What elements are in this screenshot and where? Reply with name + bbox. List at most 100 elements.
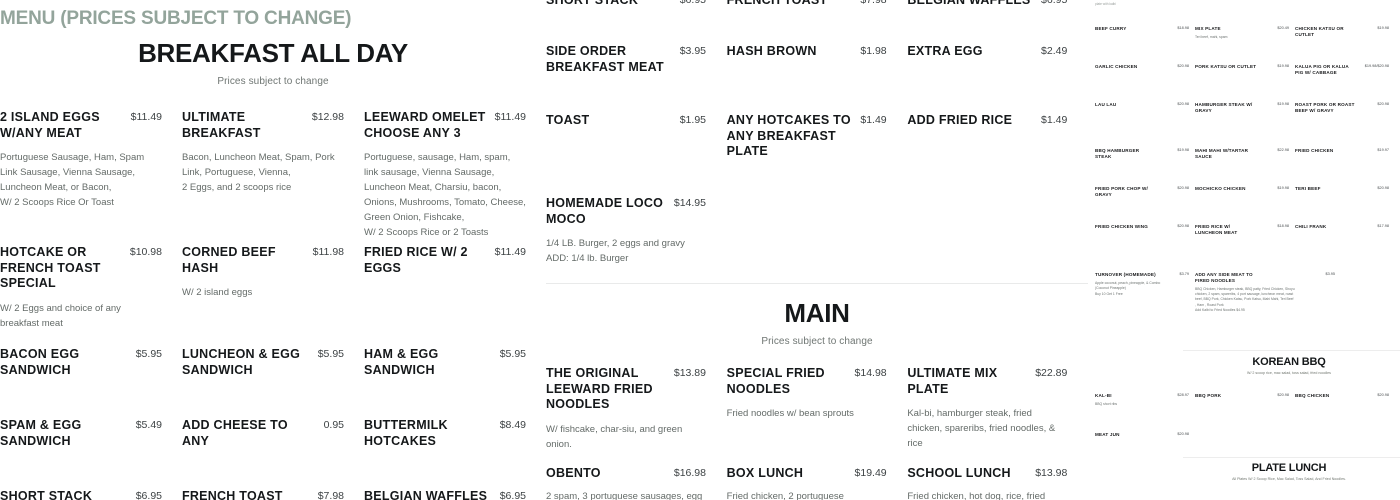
menu-item[interactable]: SIDE ORDER BREAKFAST MEAT $3.95 <box>546 44 726 75</box>
item-name: BBQ PORK <box>1195 393 1222 398</box>
menu-item[interactable]: SPECIAL FRIED NOODLES $14.98 Fried noodl… <box>727 366 907 421</box>
item-name: BELGIAN WAFFLES <box>907 0 1031 7</box>
item-price: $19.98 <box>1277 102 1289 106</box>
breakfast-row-3: BACON EGG SANDWICH $5.95 LUNCHEON & EGG … <box>0 347 546 378</box>
menu-item[interactable]: BBQ CHICKEN $20.98 <box>1295 393 1395 399</box>
menu-item[interactable]: MOCHICKO CHICKEN $19.98 <box>1195 186 1295 192</box>
menu-item[interactable]: HAM & EGG SANDWICH $5.95 <box>364 347 546 378</box>
section-subtitle: All Plates W/ 2 Scoop Rice, Mac Salad, T… <box>1232 477 1346 481</box>
menu-item[interactable]: FRIED RICE W/ LUNCHEON MEAT $18.98 <box>1195 224 1295 236</box>
item-description: Kal-bi, hamburger steak, fried chicken, … <box>907 408 1056 450</box>
item-name: LUNCHEON & EGG SANDWICH <box>182 347 301 377</box>
menu-item[interactable]: MEAT JUN $20.98 <box>1095 432 1195 438</box>
secondary-menu-panel: plate with kalbi BEEF CURRY $18.98 MIX P… <box>1088 0 1400 500</box>
item-name: BELGIAN WAFFLES <box>364 489 488 500</box>
menu-item[interactable]: BBQ HAMBURGER STEAK $19.98 <box>1095 148 1195 160</box>
item-name: ADD CHEESE TO ANY <box>182 418 288 448</box>
center-row-3: HOMEMADE LOCO MOCO $14.95 1/4 LB. Burger… <box>546 196 1088 266</box>
menu-item[interactable]: BELGIAN WAFFLES $6.95 <box>907 0 1087 9</box>
breakfast-row-2: HOTCAKE OR FRENCH TOAST SPECIAL $10.98 W… <box>0 245 546 331</box>
menu-item[interactable]: KAL-BI $28.97 BBQ short ribs <box>1095 393 1195 407</box>
item-price: $18.98 <box>1277 224 1289 228</box>
menu-item[interactable]: ANY HOTCAKES TO ANY BREAKFAST PLATE $1.4… <box>727 113 907 160</box>
menu-item[interactable]: BACON EGG SANDWICH $5.95 <box>0 347 182 378</box>
menu-item[interactable]: FRENCH TOAST $7.98 <box>727 0 907 9</box>
menu-item[interactable]: FRIED CHICKEN $19.97 <box>1295 148 1395 154</box>
menu-item[interactable]: LAU LAU $20.98 <box>1095 102 1195 108</box>
menu-item[interactable]: KALUA PIG OR KALUA PIG W/ CABBAGE $19.98… <box>1295 64 1395 76</box>
menu-item[interactable]: EXTRA EGG $2.49 <box>907 44 1087 60</box>
menu-item[interactable]: HASH BROWN $1.98 <box>727 44 907 60</box>
center-row-5: OBENTO $16.98 2 spam, 3 portuguese sausa… <box>546 466 1088 500</box>
menu-item[interactable]: ADD FRIED RICE $1.49 <box>907 113 1087 129</box>
item-price: $22.98 <box>1277 148 1289 152</box>
menu-item[interactable]: CHILI FRANK $17.98 <box>1295 224 1395 230</box>
item-description: Apple coconut, peach, pineapple, & Combo… <box>1095 280 1161 296</box>
menu-item[interactable]: TURNOVER (HOMEMADE) $3.79 Apple coconut,… <box>1095 272 1195 297</box>
menu-item[interactable]: FRIED RICE W/ 2 EGGS $11.49 <box>364 245 546 285</box>
item-price: $19.98/$20.98 <box>1364 64 1389 68</box>
main-menu-panel: MENU (PRICES SUBJECT TO CHANGE) BREAKFAS… <box>0 0 1088 500</box>
section-header-breakfast: BREAKFAST ALL DAY Prices subject to chan… <box>0 38 546 87</box>
item-name: 2 ISLAND EGGS W/ANY MEAT <box>0 110 100 140</box>
mini-row-3: LAU LAU $20.98 HAMBURGER STEAK W/ GRAVY … <box>1095 102 1395 114</box>
menu-item[interactable]: TERI BEEF $20.98 <box>1295 186 1395 192</box>
item-price: $3.79 <box>1179 272 1189 276</box>
item-price: $5.49 <box>135 419 162 431</box>
menu-item[interactable]: HOTCAKE OR FRENCH TOAST SPECIAL $10.98 W… <box>0 245 182 331</box>
center-row-4: THE ORIGINAL LEEWARD FRIED NOODLES $13.8… <box>546 366 1088 452</box>
menu-item[interactable]: SCHOOL LUNCH $13.98 Fried chicken, hot d… <box>907 466 1087 500</box>
menu-item[interactable]: ADD CHEESE TO ANY 0.95 <box>182 418 364 449</box>
item-price: $1.95 <box>679 114 706 126</box>
item-price: $19.98 <box>1277 186 1289 190</box>
menu-item[interactable]: BBQ PORK $20.98 <box>1195 393 1295 399</box>
item-price: $16.98 <box>673 467 706 479</box>
menu-item[interactable]: CORNED BEEF HASH $11.98 W/ 2 island eggs <box>182 245 364 300</box>
menu-item[interactable]: BELGIAN WAFFLES $6.95 <box>364 489 546 500</box>
mini-row-1: BEEF CURRY $18.98 MIX PLATE $20.49 Teri … <box>1095 26 1395 40</box>
menu-item[interactable]: FRENCH TOAST $7.98 <box>182 489 364 500</box>
menu-item[interactable]: PORK KATSU OR CUTLET $19.98 <box>1195 64 1295 70</box>
item-name: CHICKEN KATSU OR CUTLET <box>1295 26 1344 37</box>
menu-item[interactable]: 2 ISLAND EGGS W/ANY MEAT $11.49 Portugue… <box>0 110 182 210</box>
item-price: $2.49 <box>1041 45 1068 57</box>
menu-item[interactable]: SHORT STACK $6.95 <box>0 489 182 500</box>
menu-item[interactable]: THE ORIGINAL LEEWARD FRIED NOODLES $13.8… <box>546 366 726 452</box>
menu-item[interactable]: FRIED CHICKEN WING $20.98 <box>1095 224 1195 230</box>
item-price: $19.97 <box>1377 148 1389 152</box>
item-name: GARLIC CHICKEN <box>1095 64 1138 69</box>
menu-item[interactable]: BEEF CURRY $18.98 <box>1095 26 1195 32</box>
menu-item[interactable]: HAMBURGER STEAK W/ GRAVY $19.98 <box>1195 102 1295 114</box>
breakfast-row-4: SPAM & EGG SANDWICH $5.49 ADD CHEESE TO … <box>0 418 546 449</box>
menu-item[interactable]: HOMEMADE LOCO MOCO $14.95 1/4 LB. Burger… <box>546 196 726 266</box>
menu-item[interactable]: ADD ANY SIDE MEAT TO FIRED NOODLES $3.95… <box>1195 272 1395 313</box>
menu-item[interactable]: CHICKEN KATSU OR CUTLET $19.98 <box>1295 26 1395 38</box>
menu-item[interactable]: BOX LUNCH $19.49 Fried chicken, 2 portug… <box>727 466 907 500</box>
menu-item[interactable]: ULTIMATE MIX PLATE $22.89 Kal-bi, hambur… <box>907 366 1087 451</box>
menu-item[interactable]: ULTIMATE BREAKFAST $12.98 Bacon, Luncheo… <box>182 110 364 195</box>
menu-item[interactable]: ROAST PORK OR ROAST BEEF W/ GRAVY $20.98 <box>1295 102 1395 114</box>
center-row-2: TOAST $1.95 ANY HOTCAKES TO ANY BREAKFAS… <box>546 113 1088 160</box>
item-price: $5.95 <box>135 348 162 360</box>
item-price: $20.98 <box>1377 393 1389 397</box>
item-price: $20.98 <box>1377 186 1389 190</box>
breakfast-items-grid: 2 ISLAND EGGS W/ANY MEAT $11.49 Portugue… <box>0 110 546 240</box>
menu-item[interactable]: MIX PLATE $20.49 Teri beef, mahi, spam <box>1195 26 1295 40</box>
menu-item[interactable]: LUNCHEON & EGG SANDWICH $5.95 <box>182 347 364 378</box>
menu-item[interactable]: GARLIC CHICKEN $20.98 <box>1095 64 1195 70</box>
item-name: CORNED BEEF HASH <box>182 245 276 275</box>
menu-item[interactable]: MAHI MAHI W/TARTAR SAUCE $22.98 <box>1195 148 1295 160</box>
menu-item[interactable]: OBENTO $16.98 2 spam, 3 portuguese sausa… <box>546 466 726 500</box>
menu-item[interactable]: LEEWARD OMELET CHOOSE ANY 3 $11.49 Portu… <box>364 110 546 240</box>
item-price: $22.89 <box>1035 367 1068 379</box>
item-name: FRIED PORK CHOP W/ GRAVY <box>1095 186 1148 197</box>
menu-item[interactable]: TOAST $1.95 <box>546 113 726 129</box>
korean-row-2: MEAT JUN $20.98 <box>1095 432 1395 438</box>
menu-item[interactable]: BUTTERMILK HOTCAKES $8.49 <box>364 418 546 449</box>
item-price: $11.49 <box>494 111 526 123</box>
menu-item[interactable]: SHORT STACK $6.95 <box>546 0 726 9</box>
item-name: HAMBURGER STEAK W/ GRAVY <box>1195 102 1253 113</box>
section-header-plate-lunch: PLATE LUNCH All Plates W/ 2 Scoop Rice, … <box>1183 462 1395 481</box>
menu-item[interactable]: SPAM & EGG SANDWICH $5.49 <box>0 418 182 449</box>
menu-item[interactable]: FRIED PORK CHOP W/ GRAVY $20.98 <box>1095 186 1195 198</box>
